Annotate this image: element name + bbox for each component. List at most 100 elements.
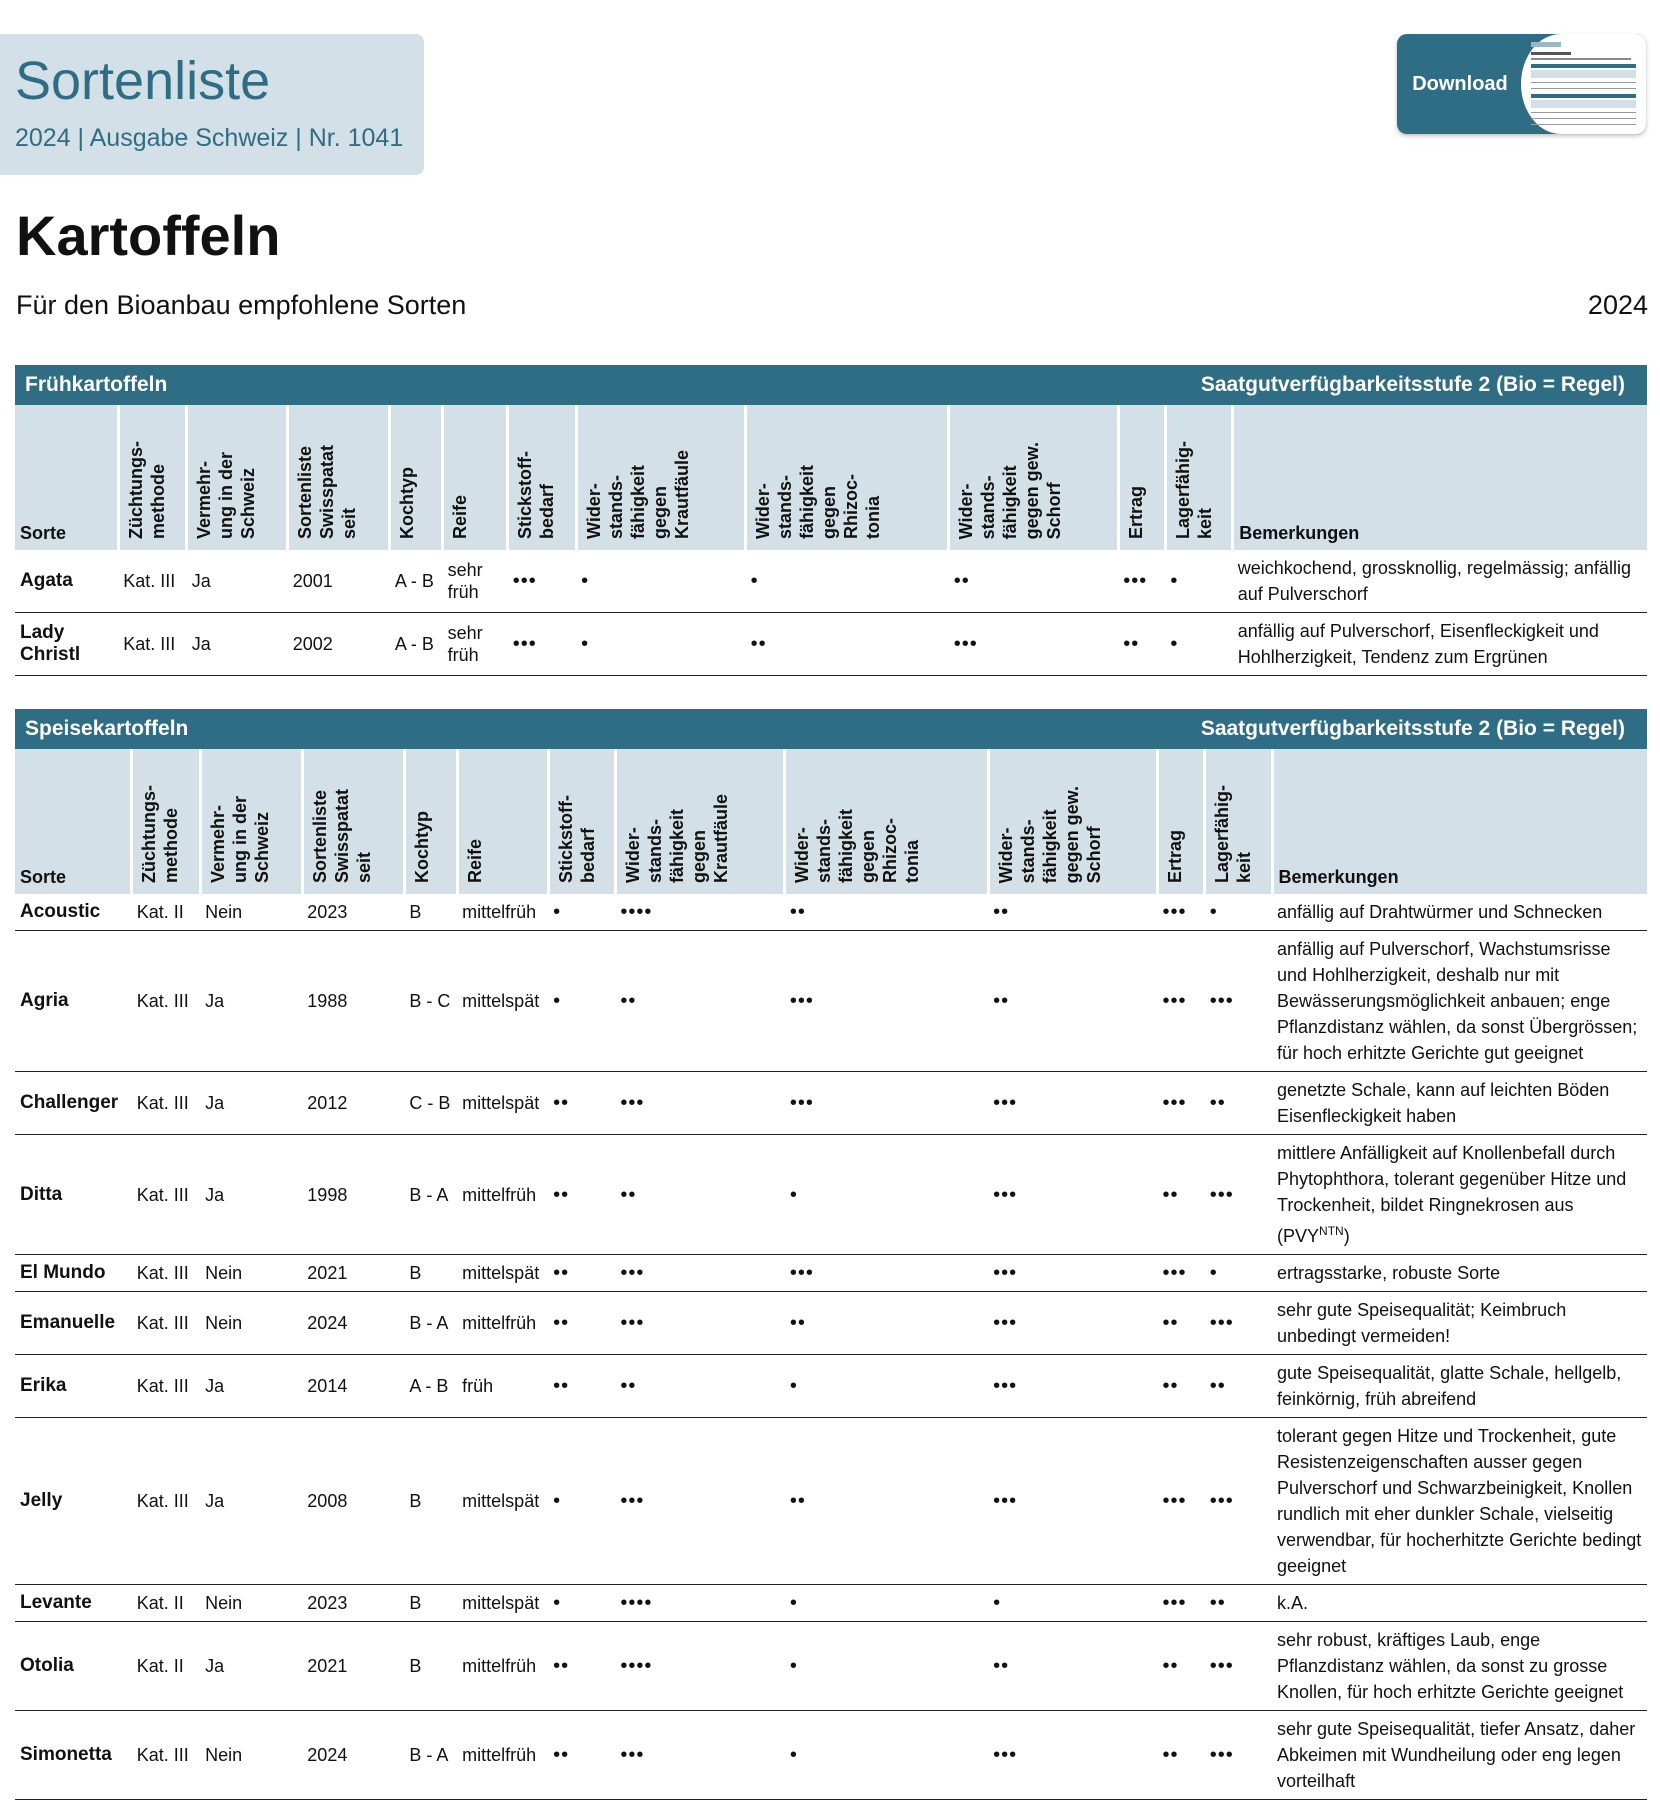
cell: anfällig auf Pulverschorf, Eisenfleckigk… xyxy=(1232,612,1647,676)
cell: ••• xyxy=(507,550,577,613)
cell: ••• xyxy=(615,1291,785,1355)
cell: ••• xyxy=(1204,930,1273,1072)
column-header: Sorte xyxy=(15,749,134,894)
cell: sehr gute Speisequalität; Keimbruch unbe… xyxy=(1272,1291,1647,1355)
table: Sorte Züchtungs-methode Vermehr-ung in der… xyxy=(15,749,1647,1800)
cell: ••• xyxy=(988,1254,1158,1292)
cell: • xyxy=(548,930,616,1072)
superscript: NTN xyxy=(1319,1224,1344,1238)
section-note: Saatgutverfügbarkeitsstufe 2 (Bio = Rege… xyxy=(1200,717,1625,740)
brand-subtitle: 2024 | Ausgabe Schweiz | Nr. 1041 xyxy=(15,124,404,152)
cell: Kat. II xyxy=(131,894,201,931)
cell: • xyxy=(784,1621,989,1711)
cell: A - B xyxy=(404,1354,458,1418)
download-label[interactable]: Download xyxy=(1412,73,1508,95)
header-line: seit xyxy=(339,507,360,539)
column-header: Sorte xyxy=(15,405,120,550)
section-bar: Speisekartoffeln Saatgutverfügbarkeitsstu… xyxy=(15,709,1647,749)
header-line: gegen xyxy=(819,485,840,539)
header-line: Schweiz xyxy=(238,467,259,539)
header-line: gegen gew. xyxy=(1061,785,1082,883)
cell: Nein xyxy=(200,894,303,931)
cell: mittelspät xyxy=(457,1254,549,1292)
cell: Kat. III xyxy=(131,1291,201,1355)
column-header: Bemerkungen xyxy=(1272,749,1647,894)
cell: ••• xyxy=(1157,1584,1205,1622)
cell: • xyxy=(784,1710,989,1800)
cell: •• xyxy=(784,1417,989,1585)
cell: Kat. III xyxy=(131,1710,201,1800)
cell: •• xyxy=(1157,1710,1205,1800)
cell: • xyxy=(548,894,616,931)
cell: ••• xyxy=(988,1710,1158,1800)
cell: •• xyxy=(988,1621,1158,1711)
cell: • xyxy=(784,1584,989,1622)
download-thumbnail[interactable] xyxy=(1521,34,1646,134)
cell: • xyxy=(784,1134,989,1255)
cell: gute Speisequalität, glatte Schale, hell… xyxy=(1272,1354,1647,1418)
column-header: Wider-stands-fähigkeit gegen Rhizoc-tonia xyxy=(784,749,990,894)
header-line: Wider- xyxy=(622,827,643,883)
header-text: Sorte xyxy=(20,867,126,888)
header-text: Kochtyp xyxy=(411,811,433,883)
header-line: Schorf xyxy=(1044,481,1065,539)
cell: •• xyxy=(548,1354,616,1418)
cell: mittelfrüh xyxy=(457,1291,549,1355)
cell: Nein xyxy=(200,1291,303,1355)
cell: Kat. III xyxy=(131,1254,201,1292)
cell: •• xyxy=(1204,1071,1273,1135)
cell: anfällig auf Drahtwürmer und Schnecken xyxy=(1272,894,1647,931)
cell: •••• xyxy=(615,1584,785,1622)
header-line: gegen xyxy=(858,829,879,883)
cell: 2023 xyxy=(302,1584,405,1622)
header-text: Wider-stands-fähigkeit gegen Rhizoc-tonia xyxy=(752,465,884,539)
cell: •• xyxy=(548,1291,616,1355)
column-header: Kochtyp xyxy=(389,405,445,550)
header-line: fähigkeit xyxy=(1000,464,1021,539)
header-line: fähigkeit xyxy=(836,808,857,883)
cell: Ja xyxy=(200,1621,303,1711)
cell: •••• xyxy=(615,1621,785,1711)
cell: sehr früh xyxy=(442,612,508,676)
cell: sehr früh xyxy=(442,550,508,613)
cell: mittelspät xyxy=(457,1071,549,1135)
cell: ••• xyxy=(615,1254,785,1292)
cell: ••• xyxy=(1204,1710,1273,1800)
header-line: stands- xyxy=(775,474,796,539)
cell: •• xyxy=(948,550,1119,613)
cell: Agria xyxy=(15,930,132,1072)
cell: • xyxy=(784,1354,989,1418)
header-text: Ertrag xyxy=(1164,830,1186,883)
section-title: Frühkartoffeln xyxy=(25,373,168,396)
cell: •• xyxy=(1157,1354,1205,1418)
cell: B - A xyxy=(404,1134,458,1255)
cell: •••• xyxy=(615,894,785,931)
cell: Kat. III xyxy=(118,612,187,676)
section-bar: Frühkartoffeln Saatgutverfügbarkeitsstufe… xyxy=(15,365,1647,405)
header-text: Lagerfähig-keit xyxy=(1172,441,1216,539)
header-line: Wider- xyxy=(753,483,774,539)
cell: ••• xyxy=(507,612,577,676)
header-text: Reife xyxy=(464,839,486,883)
download-button[interactable]: Download xyxy=(1397,34,1646,134)
header-text: Bemerkungen xyxy=(1239,523,1643,544)
header-text: Sortenliste Swisspatat seit xyxy=(294,445,360,539)
column-header: Lagerfähig-keit xyxy=(1204,749,1274,894)
cell: •• xyxy=(1157,1621,1205,1711)
header-line: seit xyxy=(353,851,374,883)
header-line: keit xyxy=(1194,507,1215,539)
page: Sortenliste 2024 | Ausgabe Schweiz | Nr.… xyxy=(0,34,1648,1800)
cell: Kat. III xyxy=(118,550,187,613)
cell: Kat. III xyxy=(131,1071,201,1135)
header-line: tonia xyxy=(902,840,923,883)
cell: 2002 xyxy=(287,612,390,676)
cell: B xyxy=(404,1417,458,1585)
